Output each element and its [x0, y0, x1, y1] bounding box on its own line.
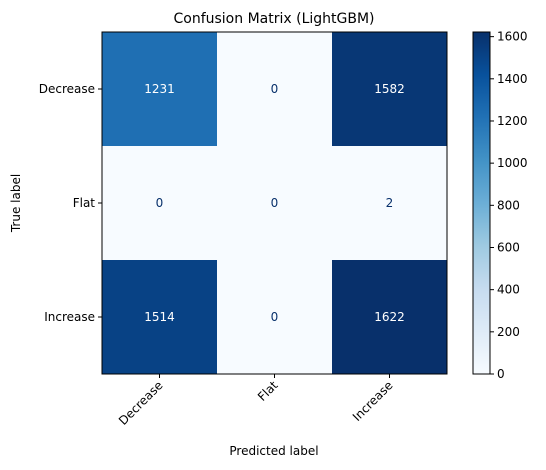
x-tick-label: Decrease: [116, 378, 166, 428]
cell-value-label: 0: [271, 196, 279, 210]
heatmap-cell: [102, 32, 218, 147]
y-axis: Decrease Flat Increase: [39, 82, 102, 324]
heatmap-cells: [102, 32, 448, 375]
y-tick-label: Flat: [73, 196, 96, 210]
x-tick-label: Flat: [255, 378, 281, 404]
heatmap-cell: [217, 32, 333, 147]
cell-value-label: 1582: [374, 82, 405, 96]
y-axis-label: True label: [9, 174, 23, 233]
colorbar: [472, 31, 491, 375]
cell-value-label: 2: [386, 196, 394, 210]
colorbar-tick-label: 1600: [497, 30, 528, 44]
colorbar-tick-label: 600: [497, 240, 520, 254]
x-axis: Decrease Flat Increase: [116, 374, 396, 428]
heatmap-cell: [332, 32, 448, 147]
x-tick-label: Increase: [350, 378, 396, 424]
x-axis-label: Predicted label: [229, 444, 318, 458]
cell-value-label: 1514: [144, 310, 175, 324]
colorbar-tick-label: 0: [497, 367, 505, 381]
cell-value-label: 0: [271, 310, 279, 324]
colorbar-tick-label: 1000: [497, 156, 528, 170]
heatmap-cell: [332, 260, 448, 375]
heatmap-cell: [332, 146, 448, 261]
cell-value-label: 0: [156, 196, 164, 210]
y-tick-label: Increase: [44, 310, 95, 324]
colorbar-tick-label: 1400: [497, 72, 528, 86]
colorbar-tick-label: 1200: [497, 114, 528, 128]
heatmap-cell: [217, 260, 333, 375]
heatmap-cell: [102, 260, 218, 375]
colorbar-ticks: 0 200 400 600 800 1000 1200 1400 1600: [490, 30, 528, 381]
chart-title: Confusion Matrix (LightGBM): [173, 11, 374, 27]
y-tick-label: Decrease: [39, 82, 95, 96]
heatmap-cell: [217, 146, 333, 261]
colorbar-tick-label: 800: [497, 198, 520, 212]
heatmap-cell-labels: 1231 0 1582 0 0 2 1514 0 1622: [144, 82, 405, 324]
colorbar-tick-label: 200: [497, 325, 520, 339]
cell-value-label: 0: [271, 82, 279, 96]
colorbar-tick-label: 400: [497, 283, 520, 297]
cell-value-label: 1622: [374, 310, 405, 324]
heatmap-cell: [102, 146, 218, 261]
cell-value-label: 1231: [144, 82, 175, 96]
